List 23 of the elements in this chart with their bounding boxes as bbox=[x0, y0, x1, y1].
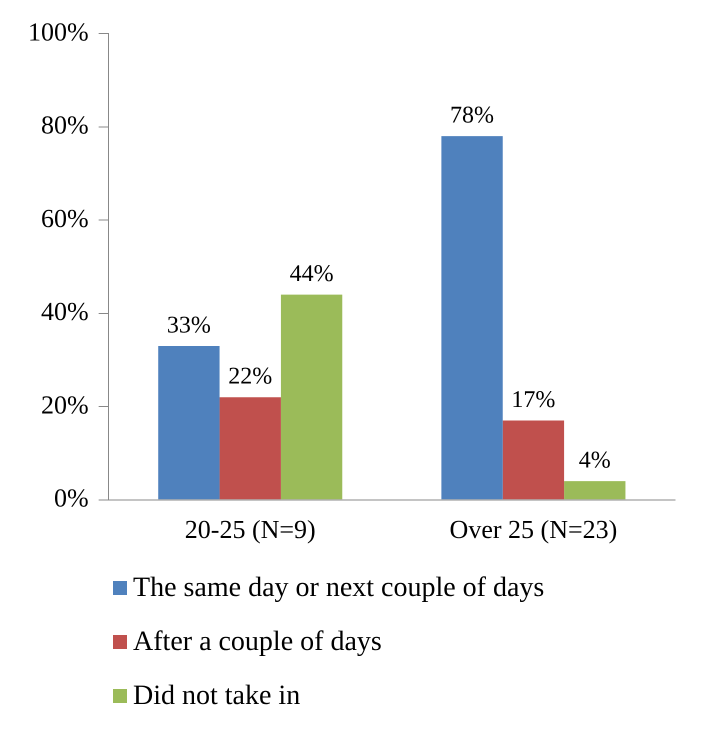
y-tick-label: 60% bbox=[40, 204, 89, 233]
data-label: 17% bbox=[511, 386, 556, 413]
data-label: 33% bbox=[166, 312, 211, 338]
bar bbox=[502, 420, 564, 500]
data-label: 78% bbox=[450, 102, 494, 128]
data-label: 44% bbox=[290, 260, 334, 287]
x-tick-label: 20-25 (N=9) bbox=[184, 515, 316, 544]
data-label: 4% bbox=[578, 447, 611, 474]
bar bbox=[441, 136, 503, 500]
bar bbox=[280, 294, 342, 500]
y-tick-label: 80% bbox=[40, 110, 89, 140]
legend-label: After a couple of days bbox=[133, 626, 382, 658]
data-label: 22% bbox=[228, 364, 272, 390]
bar bbox=[158, 346, 220, 500]
legend-label: The same day or next couple of days bbox=[133, 572, 544, 604]
y-tick-label: 20% bbox=[40, 390, 89, 420]
y-tick-label: 0% bbox=[54, 484, 89, 513]
bar bbox=[564, 481, 626, 500]
y-tick-label: 100% bbox=[28, 17, 89, 46]
bar bbox=[220, 397, 281, 500]
y-tick-label: 40% bbox=[40, 297, 89, 326]
legend-label: Did not take in bbox=[133, 680, 300, 712]
x-tick-label: Over 25 (N=23) bbox=[450, 515, 618, 544]
